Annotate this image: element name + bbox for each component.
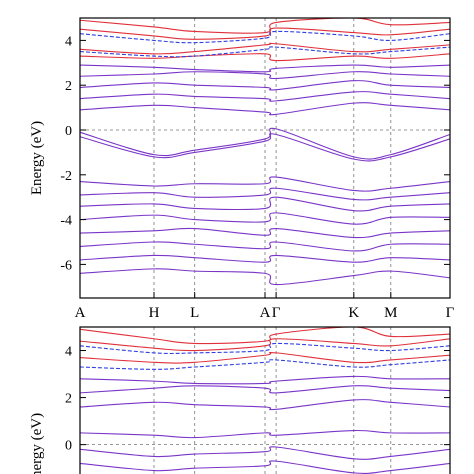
top-band-line (80, 102, 450, 116)
top-y-tick-label: -4 (60, 214, 72, 229)
top-x-tick-label: A (260, 305, 271, 321)
bottom-band-line (80, 375, 450, 385)
top-y-tick-label: -2 (60, 169, 72, 184)
bottom-band-line (80, 342, 450, 355)
top-band-line (80, 71, 450, 80)
bottom-y-ticks: 4 2 0 (65, 345, 450, 454)
top-band-line (80, 268, 450, 286)
top-y-tick-label: -6 (60, 258, 72, 273)
bottom-y-tick-label: 4 (65, 345, 72, 360)
bottom-y-axis-label: Energy (eV) (29, 413, 45, 474)
bottom-plot-frame (79, 326, 451, 474)
bottom-y-tick-label: 2 (65, 392, 72, 407)
top-band-line (80, 254, 450, 263)
bottom-band-line (80, 446, 450, 460)
top-band-line (80, 53, 450, 62)
bottom-band-line (80, 460, 450, 474)
top-band-line (80, 133, 450, 162)
top-band-line (80, 27, 450, 40)
top-x-tick-label: L (190, 305, 199, 321)
bottom-y-tick-label: 0 (65, 439, 72, 454)
bottom-band-line (80, 385, 450, 394)
top-y-tick-label: 4 (65, 34, 72, 49)
top-y-tick-label: 0 (65, 124, 72, 139)
top-band-line (80, 91, 450, 102)
top-x-tick-label: K (348, 305, 359, 321)
bottom-band-line (80, 359, 450, 370)
top-band-line (80, 64, 450, 73)
bottom-band-line (80, 429, 450, 439)
top-band-line (80, 212, 450, 225)
top-band-line (80, 80, 450, 91)
top-band-line (80, 42, 450, 55)
top-y-tick-label: 2 (65, 79, 72, 94)
top-y-axis-label: Energy (eV) (29, 121, 45, 195)
top-band-line (80, 176, 450, 192)
top-band-line (80, 196, 450, 212)
bottom-bands (80, 327, 450, 474)
top-band-line (80, 46, 450, 58)
top-grid-lines (80, 18, 450, 298)
bottom-band-line (80, 327, 450, 345)
bottom-grid-lines (80, 327, 450, 474)
top-band-line (80, 30, 450, 44)
top-bands (80, 18, 450, 286)
top-x-tick-label: H (149, 305, 160, 321)
band-panel-bottom: 4 2 0 Energy (eV) (29, 326, 451, 474)
top-x-tick-label: M (384, 305, 397, 321)
bottom-band-line (80, 351, 450, 364)
top-y-ticks: 4 2 0 -2 -4 -6 (60, 34, 450, 273)
top-x-tick-label: Γ (272, 305, 281, 321)
top-x-tick-label: A (75, 305, 86, 321)
top-x-tick-label: Γ (446, 305, 455, 321)
top-band-line (80, 241, 450, 252)
bottom-band-line (80, 338, 450, 352)
top-band-line (80, 127, 450, 160)
bottom-band-line (80, 399, 450, 411)
top-band-line (80, 227, 450, 239)
top-band-line (80, 187, 450, 201)
